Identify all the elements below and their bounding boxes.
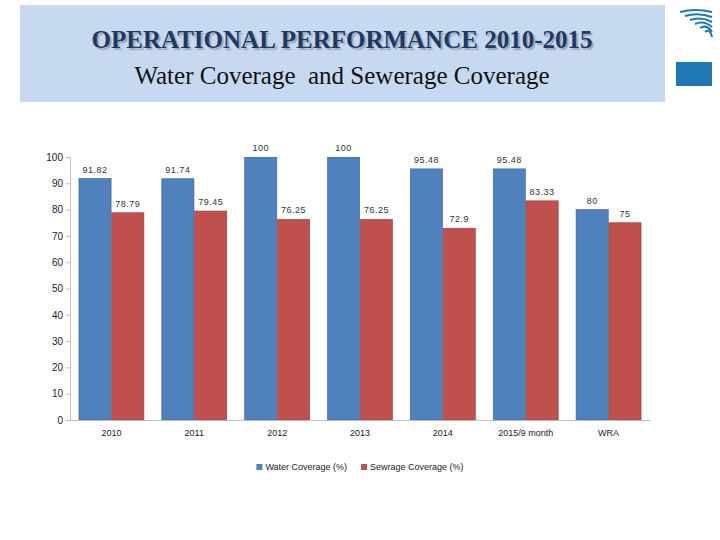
logo-block — [676, 62, 712, 86]
y-tick: 10 — [52, 388, 70, 399]
y-tick: 60 — [52, 257, 70, 268]
y-tick-label: 70 — [52, 231, 64, 242]
title-box — [20, 5, 665, 102]
legend: Water Coverage (%) Sewrage Coverage (%) — [256, 462, 463, 472]
y-tick-mark — [66, 210, 70, 211]
y-tick: 50 — [52, 283, 70, 294]
data-label: 91.82 — [83, 165, 108, 175]
y-tick-mark — [66, 367, 70, 368]
data-label: 72.9 — [449, 214, 469, 224]
y-tick-mark — [66, 420, 70, 421]
y-tick: 80 — [52, 204, 70, 215]
x-tick-label: 2015/9 month — [498, 428, 553, 438]
data-label: 79.45 — [198, 197, 223, 207]
data-labels: 91.82 91.74 100 100 95.48 95.48 80 78.79 79.45 76… — [83, 143, 631, 224]
data-label: 83.33 — [530, 187, 555, 197]
data-label: 100 — [335, 143, 352, 153]
x-tick: 2014 — [433, 420, 453, 438]
legend-swatch — [256, 464, 262, 470]
y-tick: 40 — [52, 310, 70, 321]
legend-item: Water Coverage (%) — [256, 462, 347, 472]
y-tick-label: 0 — [57, 415, 63, 426]
x-axis-line — [71, 420, 651, 421]
data-label: 76.25 — [281, 205, 306, 215]
x-axis: 2010 2011 2012 2013 2014 2015/9 month WRA — [71, 420, 651, 438]
x-tick-label: 2011 — [185, 428, 204, 438]
legend-label: Sewrage Coverage (%) — [370, 462, 464, 472]
y-tick-label: 10 — [52, 388, 64, 399]
y-tick-label: 90 — [52, 178, 64, 189]
x-tick-label: 2012 — [267, 428, 287, 438]
y-tick-label: 50 — [52, 283, 64, 294]
x-tick-label: 2013 — [350, 428, 370, 438]
bar — [195, 211, 227, 420]
y-tick-mark — [66, 183, 70, 184]
bars — [79, 157, 641, 420]
bar — [79, 179, 111, 420]
y-tick-mark — [66, 262, 70, 263]
bar — [443, 228, 475, 420]
y-tick-label: 60 — [52, 257, 64, 268]
x-tick: 2013 — [350, 420, 370, 438]
y-tick: 90 — [52, 178, 70, 189]
y-tick-mark — [66, 236, 70, 237]
bar — [576, 210, 608, 420]
y-tick-label: 80 — [52, 204, 64, 215]
y-axis-line — [66, 158, 71, 421]
logo — [676, 10, 712, 86]
legend-swatch — [361, 464, 367, 470]
logo-stroke — [705, 31, 712, 37]
y-tick: 20 — [52, 362, 70, 373]
bar — [277, 219, 309, 420]
background — [0, 0, 720, 540]
y-axis: 0 10 20 30 40 50 60 70 80 90 100 — [46, 152, 70, 426]
y-tick: 70 — [52, 231, 70, 242]
legend-item: Sewrage Coverage (%) — [361, 462, 464, 472]
x-tick: WRA — [598, 420, 619, 438]
bar — [493, 169, 525, 420]
y-tick-mark — [66, 394, 70, 395]
title: OPERATIONAL PERFORMANCE 2010-2015 — [92, 26, 593, 53]
bar — [360, 219, 392, 420]
data-label: 80 — [587, 196, 598, 206]
data-label: 75 — [619, 209, 630, 219]
bar — [410, 169, 442, 420]
x-tick-label: WRA — [598, 428, 619, 438]
y-tick-mark — [66, 157, 70, 158]
y-tick-label: 100 — [46, 152, 63, 163]
bar — [162, 179, 194, 420]
y-tick-label: 40 — [52, 310, 64, 321]
x-tick: 2011 — [185, 420, 204, 438]
chart: OPERATIONAL PERFORMANCE 2010-2015 Water C… — [0, 0, 720, 540]
logo-stroke — [690, 18, 712, 22]
y-tick: 0 — [57, 415, 70, 426]
y-tick-mark — [66, 341, 70, 342]
y-tick: 30 — [52, 336, 70, 347]
data-label: 95.48 — [414, 155, 439, 165]
bar — [609, 223, 641, 420]
data-label: 95.48 — [497, 155, 522, 165]
x-tick-label: 2014 — [433, 428, 453, 438]
y-tick-mark — [66, 289, 70, 290]
bar — [112, 213, 144, 420]
x-tick: 2010 — [101, 420, 121, 438]
data-label: 78.79 — [115, 199, 140, 209]
data-label: 100 — [252, 143, 269, 153]
bar — [526, 201, 558, 420]
y-tick-mark — [66, 315, 70, 316]
y-tick-label: 20 — [52, 362, 64, 373]
subtitle: Water Coverage and Sewerage Coverage — [134, 62, 549, 89]
y-tick: 100 — [46, 152, 70, 163]
x-tick: 2012 — [267, 420, 287, 438]
logo-stroke — [685, 14, 712, 17]
x-tick: 2015/9 month — [498, 420, 553, 438]
data-label: 91.74 — [165, 165, 190, 175]
bar — [245, 157, 277, 420]
x-tick-label: 2010 — [101, 428, 121, 438]
legend-label: Water Coverage (%) — [265, 462, 347, 472]
y-tick-label: 30 — [52, 336, 64, 347]
logo-stroke — [680, 10, 712, 12]
data-label: 76.25 — [364, 205, 389, 215]
bar — [328, 157, 360, 420]
